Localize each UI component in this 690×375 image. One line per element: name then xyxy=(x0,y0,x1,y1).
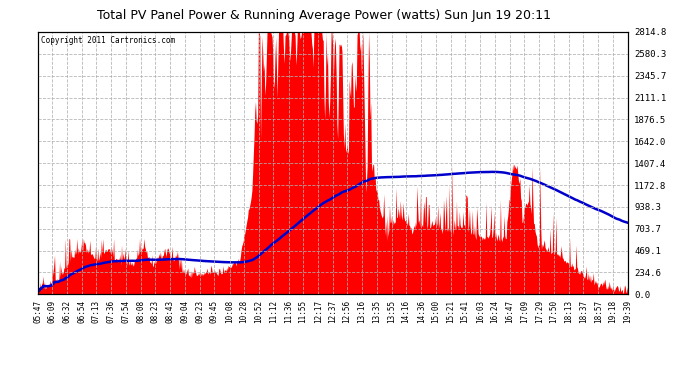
Text: Copyright 2011 Cartronics.com: Copyright 2011 Cartronics.com xyxy=(41,36,175,45)
Text: Total PV Panel Power & Running Average Power (watts) Sun Jun 19 20:11: Total PV Panel Power & Running Average P… xyxy=(97,9,551,22)
